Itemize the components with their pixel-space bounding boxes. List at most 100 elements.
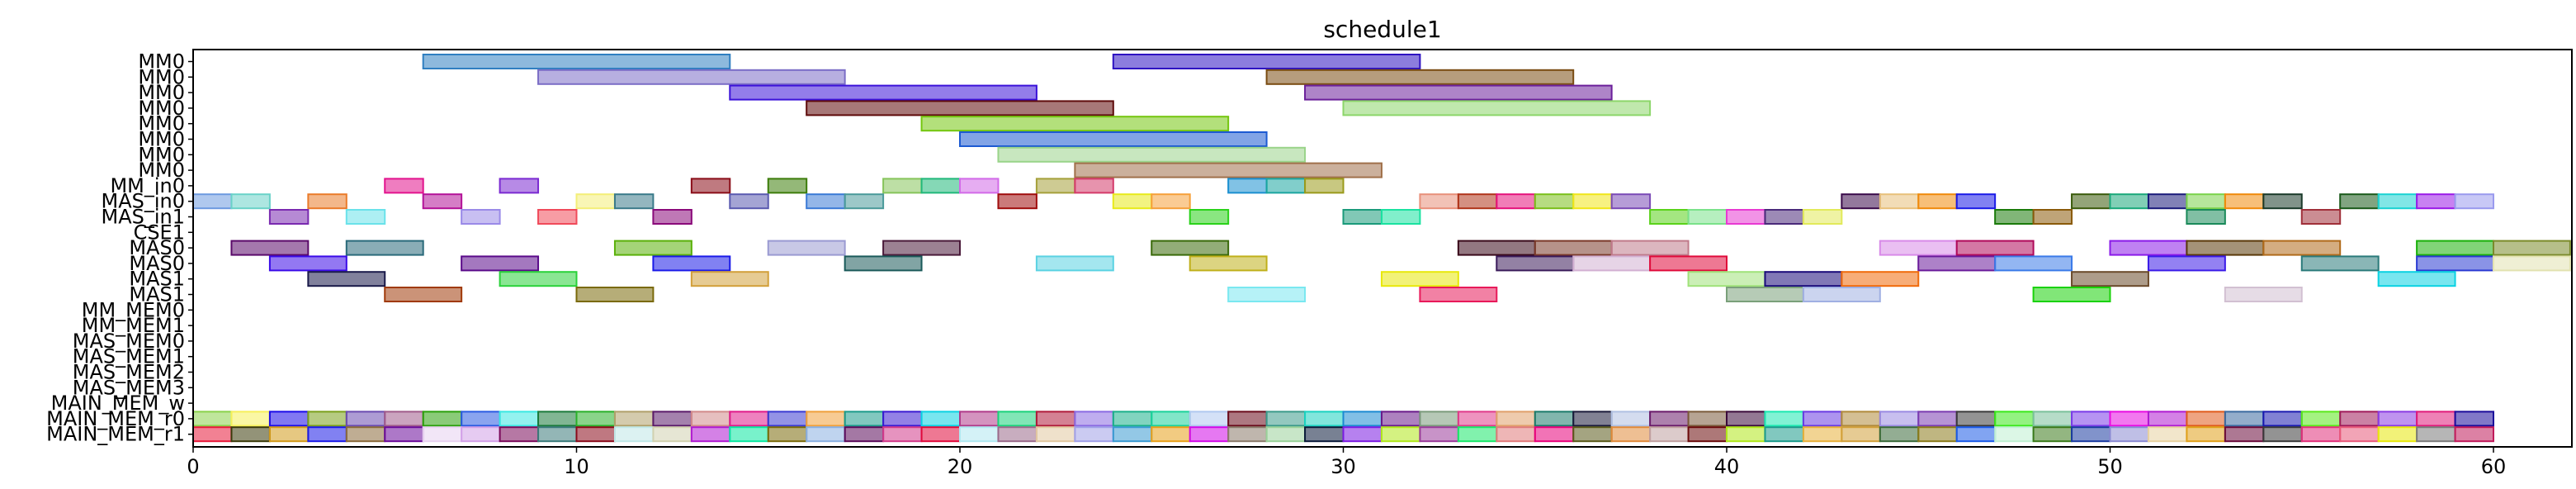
- task-bar: [307, 411, 347, 427]
- task-bar: [1841, 411, 1881, 427]
- task-bar: [2109, 426, 2149, 443]
- bars-layer: [192, 54, 2571, 443]
- task-bar: [1955, 240, 2035, 256]
- task-bar: [230, 411, 271, 427]
- task-bar: [1534, 411, 1575, 427]
- task-bar: [2416, 411, 2456, 427]
- task-bar: [806, 426, 846, 443]
- task-bar: [345, 240, 424, 256]
- task-bar: [1955, 193, 1997, 210]
- task-bar: [997, 193, 1037, 210]
- task-bar: [652, 426, 692, 443]
- task-bar: [1189, 209, 1230, 225]
- task-bar: [959, 131, 1268, 147]
- task-bar: [1572, 411, 1613, 427]
- y-tick-label: MM0: [138, 159, 185, 182]
- task-bar: [1879, 411, 1920, 427]
- task-bar: [2032, 209, 2073, 225]
- task-bar: [1534, 426, 1575, 443]
- task-bar: [192, 411, 233, 427]
- task-bar: [2416, 255, 2495, 272]
- task-bar: [767, 411, 808, 427]
- task-bar: [461, 209, 501, 225]
- task-bar: [1380, 411, 1421, 427]
- task-bar: [690, 271, 769, 287]
- task-bar: [537, 426, 578, 443]
- y-tick-label: MM_MEM1: [82, 314, 185, 337]
- y-tick-label: MM0: [138, 97, 185, 120]
- task-bar: [2493, 240, 2571, 256]
- task-bar: [882, 426, 923, 443]
- task-bar: [1726, 287, 1804, 302]
- task-bar: [2032, 287, 2111, 302]
- task-bar: [613, 411, 655, 427]
- task-bar: [920, 426, 962, 443]
- task-bar: [1764, 426, 1804, 443]
- task-bar: [1419, 411, 1459, 427]
- task-bar: [422, 54, 731, 69]
- task-bar: [2262, 193, 2303, 210]
- task-bar: [613, 193, 655, 210]
- task-bar: [1841, 193, 1881, 210]
- task-bar: [461, 255, 540, 272]
- y-tick-label: MAS1: [129, 283, 185, 306]
- task-bar: [1610, 411, 1652, 427]
- task-bar: [499, 178, 540, 194]
- task-bar: [1265, 69, 1575, 85]
- task-bar: [1035, 426, 1076, 443]
- task-bar: [2071, 271, 2149, 287]
- task-bar: [1342, 411, 1383, 427]
- task-bar: [690, 411, 731, 427]
- task-bar: [345, 209, 386, 225]
- task-bar: [422, 193, 463, 210]
- task-bar: [1917, 255, 1997, 272]
- task-bar: [729, 84, 1037, 101]
- task-bar: [767, 240, 846, 256]
- task-bar: [1917, 411, 1958, 427]
- task-bar: [1304, 411, 1345, 427]
- task-bar: [1227, 411, 1268, 427]
- task-bar: [537, 69, 846, 85]
- task-bar: [959, 411, 1000, 427]
- task-bar: [652, 411, 692, 427]
- task-bar: [2109, 240, 2188, 256]
- task-bar: [1035, 255, 1114, 272]
- task-bar: [767, 426, 808, 443]
- y-tick-label: MAS_in1: [101, 206, 185, 229]
- task-bar: [920, 178, 962, 194]
- task-bar: [882, 240, 961, 256]
- task-bar: [1112, 411, 1153, 427]
- task-bar: [2454, 411, 2495, 427]
- x-tick-label: 40: [1714, 455, 1740, 478]
- task-bar: [384, 178, 424, 194]
- y-tick-label: MM0: [138, 81, 185, 104]
- task-bar: [2416, 426, 2456, 443]
- x-tick-label: 0: [187, 455, 199, 478]
- task-bar: [1151, 411, 1191, 427]
- task-bar: [1572, 193, 1613, 210]
- task-bar: [1227, 287, 1307, 302]
- task-bar: [1380, 426, 1421, 443]
- task-bar: [422, 426, 463, 443]
- task-bar: [2147, 426, 2188, 443]
- y-tick-label: CSE1: [134, 221, 185, 244]
- task-bar: [1879, 193, 1920, 210]
- y-tick-label: MAS_MEM1: [73, 345, 185, 368]
- task-bar: [806, 193, 846, 210]
- task-bar: [1687, 426, 1728, 443]
- task-bar: [959, 426, 1000, 443]
- task-bar: [1419, 193, 1459, 210]
- x-tick-label: 20: [948, 455, 973, 478]
- y-tick-label: MAIN_MEM_r0: [46, 407, 185, 430]
- task-bar: [652, 209, 692, 225]
- task-bar: [1342, 209, 1383, 225]
- task-bar: [1227, 426, 1268, 443]
- task-bar: [1687, 271, 1766, 287]
- task-bar: [844, 255, 923, 272]
- task-bar: [230, 426, 271, 443]
- task-bar: [1649, 209, 1690, 225]
- task-bar: [2071, 426, 2111, 443]
- task-bar: [1189, 255, 1268, 272]
- task-bar: [461, 426, 501, 443]
